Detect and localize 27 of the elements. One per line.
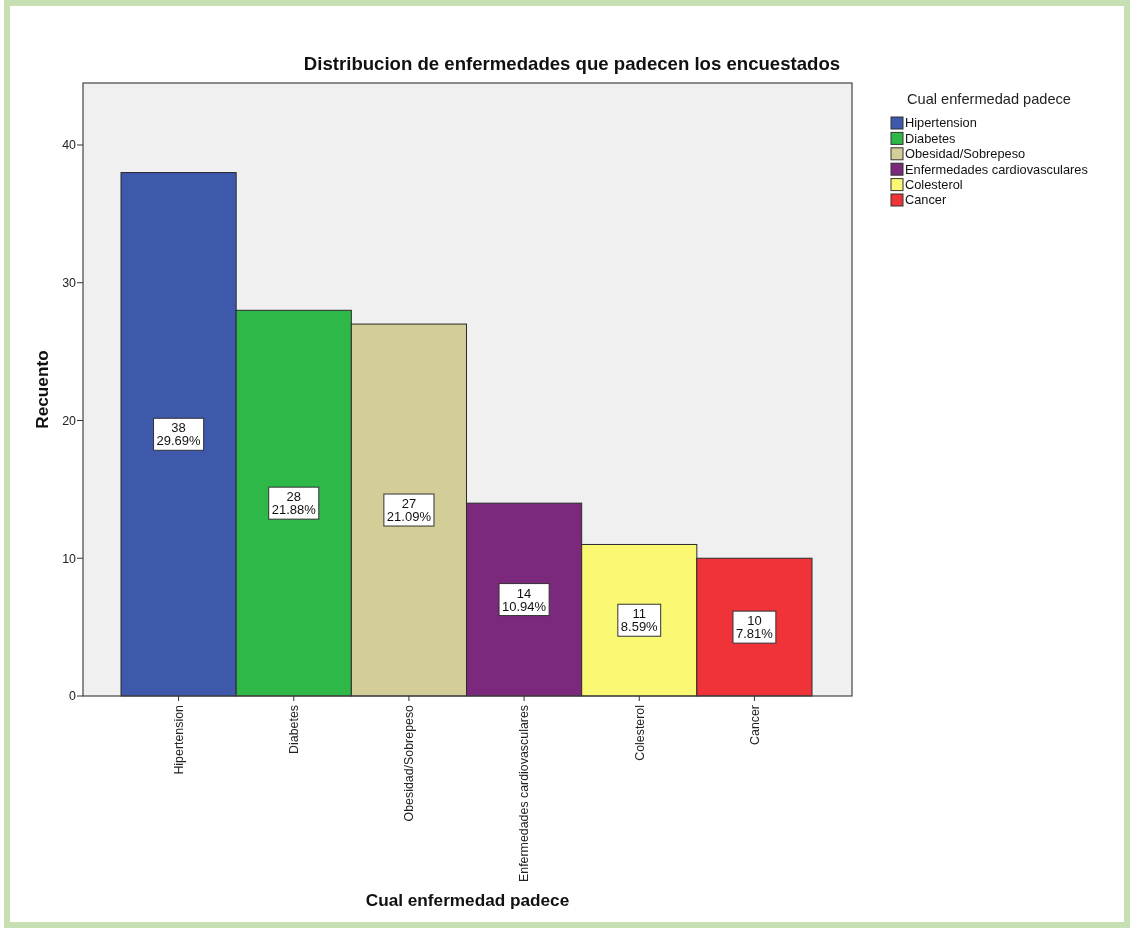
legend-label: Enfermedades cardiovasculares bbox=[905, 161, 1088, 177]
legend-label: Obesidad/Sobrepeso bbox=[905, 146, 1026, 162]
chart-title: Distribucion de enfermedades que padecen los encuestados bbox=[303, 53, 841, 74]
x-tick-label: Enfermedades cardiovasculares bbox=[517, 705, 532, 883]
y-tick-label: 40 bbox=[62, 138, 77, 153]
legend-label: Colesterol bbox=[905, 177, 963, 193]
y-tick-label: 20 bbox=[62, 413, 77, 428]
y-tick-label: 10 bbox=[62, 551, 77, 566]
y-tick-label: 30 bbox=[62, 276, 77, 291]
legend-label: Diabetes bbox=[905, 130, 956, 146]
data-label: 11 8.59% bbox=[620, 606, 659, 635]
y-axis-title: Recuento bbox=[32, 350, 53, 429]
x-tick-label: Colesterol bbox=[632, 705, 647, 761]
data-label: 27 21.09% bbox=[386, 496, 432, 525]
data-label: 38 29.69% bbox=[156, 420, 202, 449]
x-tick-label: Diabetes bbox=[287, 705, 302, 754]
x-tick-label: Cancer bbox=[747, 705, 762, 745]
data-label: 14 10.94% bbox=[502, 585, 547, 614]
x-tick-label: Obesidad/Sobrepeso bbox=[402, 704, 417, 822]
data-label: 10 7.81% bbox=[735, 613, 774, 642]
legend-title: Cual enfermedad padece bbox=[907, 91, 1071, 108]
y-tick-label: 0 bbox=[69, 689, 77, 704]
legend-label: Hipertension bbox=[905, 115, 977, 131]
x-tick-label: Hipertension bbox=[171, 704, 186, 775]
legend-label: Cancer bbox=[905, 192, 947, 208]
data-label: 28 21.88% bbox=[271, 489, 317, 518]
x-axis-title: Cual enfermedad padece bbox=[365, 890, 570, 910]
